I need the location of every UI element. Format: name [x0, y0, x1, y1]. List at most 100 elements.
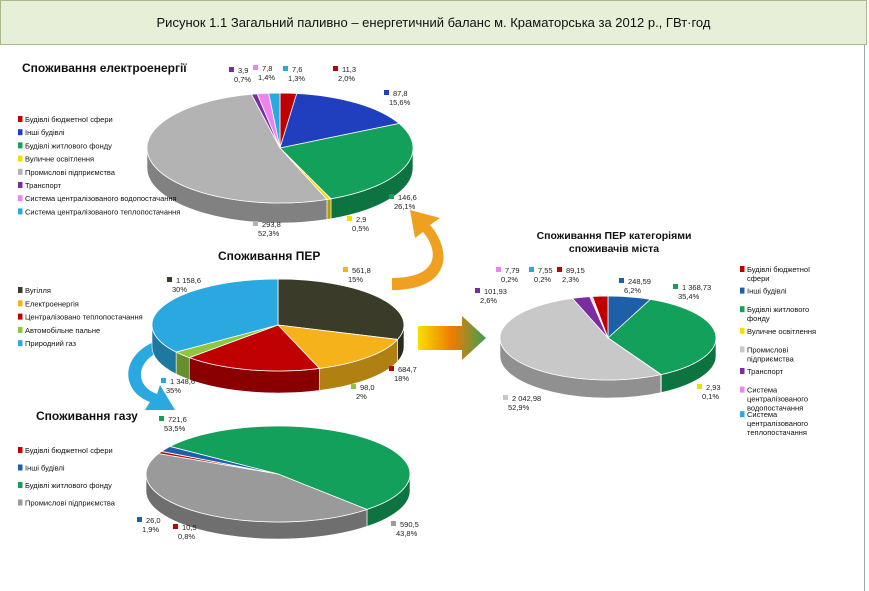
label-percent: 30%	[172, 285, 187, 294]
legend-swatch	[740, 266, 745, 272]
label-swatch	[557, 267, 562, 272]
data-label: 7,550,2%	[529, 266, 553, 284]
data-label: 87,815,6%	[384, 89, 411, 107]
legend-swatch	[18, 155, 23, 162]
label-value: 2,9	[356, 215, 366, 224]
legend-item: Система централізованого водопостачання	[747, 386, 808, 413]
label-percent: 1,4%	[258, 73, 275, 82]
pie-chart-gas: Споживання газу 721,653,5% 590,543,8% 10,50…	[18, 409, 419, 541]
pie-chart-categories: Споживання ПЕР категоріями споживачів міс…	[475, 230, 816, 437]
label-percent: 52,9%	[508, 403, 530, 412]
chart-title: Споживання ПЕР	[218, 249, 320, 263]
legend-swatch	[740, 287, 745, 294]
data-label: 2,90,5%	[347, 215, 369, 233]
legend-item: Будівлі житлового фонду	[25, 481, 112, 490]
label-percent: 2%	[356, 392, 367, 401]
chart-title: Споживання електроенергії	[22, 61, 187, 75]
data-label: 293,852,3%	[253, 220, 281, 238]
legend-item: Будівлі бюджетної сфери	[747, 265, 811, 283]
legend-item: Промислові підприємства	[25, 168, 116, 177]
data-label: 684,718%	[389, 365, 417, 383]
chart-legend: Будівлі бюджетної сфери Інші будівлі Будівл…	[740, 265, 816, 437]
legend-swatch	[18, 182, 23, 188]
legend-item: Централізовано теплопостачання	[25, 313, 143, 322]
data-label: 7,790,2%	[496, 266, 520, 284]
label-swatch	[673, 284, 678, 289]
pie-slice	[151, 278, 279, 353]
legend-item: Інші будівлі	[25, 464, 65, 473]
data-label: 89,152,3%	[557, 266, 585, 284]
legend-item: Транспорт	[747, 367, 784, 376]
arrow-to-electricity	[392, 210, 444, 290]
chart-title: Споживання газу	[36, 409, 138, 423]
pie-slice	[279, 93, 400, 149]
label-swatch	[167, 277, 172, 282]
label-value: 3,9	[238, 66, 248, 75]
legend-item: Будівлі житлового фонду	[747, 305, 809, 323]
legend-swatch	[740, 368, 745, 374]
legend-item: Промислові підприємства	[25, 499, 116, 508]
data-label: 10,50,8%	[173, 523, 197, 541]
legend-item: Електроенергія	[25, 299, 79, 308]
label-percent: 0,2%	[501, 275, 518, 284]
data-label: 1 158,630%	[167, 276, 201, 294]
label-value: 7,6	[292, 65, 302, 74]
arrow-to-categories	[418, 316, 486, 360]
slice-side	[326, 198, 332, 220]
legend-swatch	[18, 300, 23, 307]
label-percent: 0,7%	[234, 75, 251, 84]
label-swatch	[137, 517, 142, 522]
label-percent: 18%	[394, 374, 409, 383]
label-swatch	[173, 524, 178, 529]
label-percent: 0,5%	[352, 224, 369, 233]
label-percent: 52,3%	[258, 229, 280, 238]
arrow-to-gas	[128, 338, 175, 410]
label-percent: 2,6%	[480, 296, 497, 305]
label-value: 721,6	[168, 415, 187, 424]
pie-slice	[499, 297, 662, 381]
pie-slice	[607, 298, 717, 375]
label-swatch	[391, 521, 396, 526]
data-label: 26,01,9%	[137, 516, 161, 534]
pie-slice	[277, 278, 405, 340]
pie-slice	[146, 93, 328, 204]
legend-item: Будівлі бюджетної сфери	[25, 115, 113, 124]
label-swatch	[229, 67, 234, 72]
legend-item: Транспорт	[25, 181, 62, 190]
label-value: 26,0	[146, 516, 161, 525]
legend-swatch	[18, 129, 23, 136]
label-percent: 0,1%	[702, 392, 719, 401]
legend-item: Інші будівлі	[25, 128, 65, 137]
figure-caption: Рисунок 1.1 Загальний паливно – енергети…	[0, 0, 867, 45]
chart-legend: Будівлі бюджетної сфери Інші будівлі Будів…	[18, 115, 180, 216]
label-value: 2 042,98	[512, 394, 541, 403]
legend-swatch	[18, 464, 23, 471]
label-swatch	[475, 288, 480, 293]
legend-item: Система централізованого водопостачання	[25, 194, 177, 203]
label-value: 561,8	[352, 266, 371, 275]
label-value: 1 158,6	[176, 276, 201, 285]
pie-slice	[188, 324, 321, 372]
legend-item: Будівлі житлового фонду	[25, 141, 112, 150]
label-swatch	[351, 384, 356, 389]
data-label: 11,32,0%	[333, 65, 356, 83]
label-percent: 1,3%	[288, 74, 305, 83]
legend-item: Система централізованого теплопостачання	[25, 207, 180, 216]
label-value: 98,0	[360, 383, 375, 392]
label-value: 7,8	[262, 64, 272, 73]
legend-swatch	[740, 327, 745, 334]
legend-swatch	[18, 447, 23, 453]
label-percent: 35,4%	[678, 292, 700, 301]
pie-slice	[591, 295, 609, 339]
label-swatch	[283, 66, 288, 71]
label-swatch	[159, 416, 164, 421]
legend-item: Будівлі бюджетної сфери	[25, 446, 113, 455]
legend-swatch	[18, 116, 23, 122]
label-value: 87,8	[393, 89, 408, 98]
label-value: 293,8	[262, 220, 281, 229]
chart-canvas: Споживання електроенергії 11,32,0% 87,815,…	[18, 61, 816, 541]
label-percent: 35%	[166, 386, 181, 395]
legend-swatch	[740, 306, 745, 313]
